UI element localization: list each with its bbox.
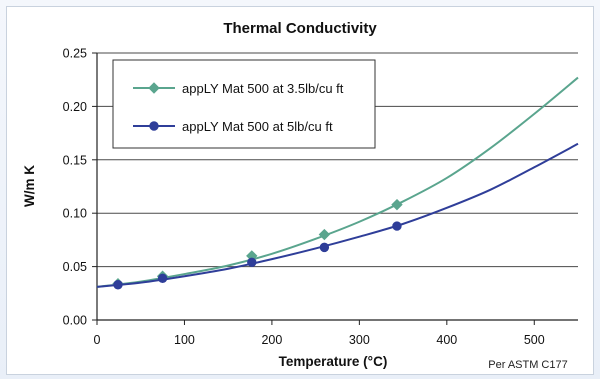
series-2-point (113, 280, 123, 290)
series-line-2 (96, 142, 579, 288)
legend-label-2: appLY Mat 500 at 5lb/cu ft (182, 119, 333, 134)
x-axis-ticks: 0 100 200 300 400 500 (94, 320, 545, 347)
legend-label-1: appLY Mat 500 at 3.5lb/cu ft (182, 81, 344, 96)
x-tick-label: 0 (94, 333, 101, 347)
legend-marker-2 (149, 121, 159, 131)
legend-marker-1 (148, 82, 160, 94)
series-2-point (157, 273, 168, 284)
y-tick-label: 0.10 (63, 207, 87, 221)
y-tick-label: 0.00 (63, 314, 87, 328)
y-tick-label: 0.20 (63, 100, 87, 114)
y-tick-label: 0.15 (63, 153, 87, 167)
y-tick-label: 0.25 (63, 47, 87, 61)
x-tick-label: 500 (524, 333, 545, 347)
series-2-point (247, 257, 257, 268)
source-note: Per ASTM C177 (488, 359, 567, 371)
series-1-point (318, 228, 331, 241)
chart-title: Thermal Conductivity (223, 20, 377, 37)
legend: appLY Mat 500 at 3.5lb/cu ft appLY Mat 50… (112, 59, 376, 149)
x-tick-label: 100 (174, 333, 195, 347)
x-axis-label: Temperature (°C) (279, 354, 388, 369)
y-axis-label: W/m K (22, 165, 37, 207)
y-tick-label: 0.05 (63, 260, 87, 274)
series-group (96, 76, 579, 290)
x-tick-label: 300 (349, 333, 370, 347)
y-axis-ticks: 0.00 0.05 0.10 0.15 0.20 0.25 (63, 47, 97, 328)
series-2-point (319, 242, 330, 253)
series-2-point (392, 221, 402, 231)
x-tick-label: 200 (261, 333, 282, 347)
legend-box (112, 59, 376, 149)
x-tick-label: 400 (436, 333, 457, 347)
series-line-1 (96, 76, 579, 288)
series-1-point (391, 198, 403, 211)
